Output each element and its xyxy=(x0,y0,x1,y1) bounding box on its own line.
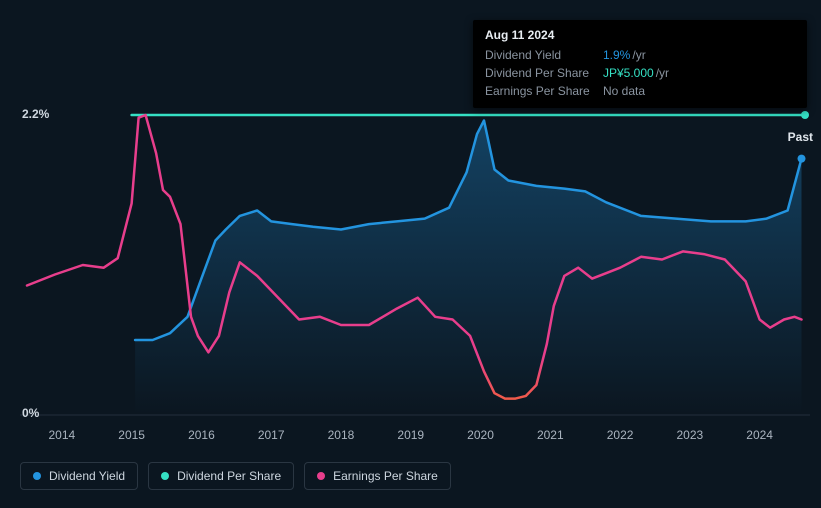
tooltip-row-value: 1.9% xyxy=(603,48,630,62)
x-axis-year-label: 2024 xyxy=(746,428,773,442)
x-axis-year-label: 2015 xyxy=(118,428,145,442)
y-axis-min-label: 0% xyxy=(22,406,39,420)
tooltip-row-label: Dividend Per Share xyxy=(485,66,603,80)
legend-dot-icon xyxy=(161,472,169,480)
x-axis-labels: 2014 2015 2016 2017 2018 2019 2020 2021 2022 2023… xyxy=(0,428,821,446)
x-axis-year-label: 2014 xyxy=(49,428,76,442)
tooltip-date: Aug 11 2024 xyxy=(485,28,795,42)
x-axis-year-label: 2022 xyxy=(607,428,634,442)
past-marker-label: Past xyxy=(788,130,813,144)
y-axis-max-label: 2.2% xyxy=(22,107,49,121)
legend-dot-icon xyxy=(33,472,41,480)
tooltip-row-suffix: /yr xyxy=(632,48,645,62)
legend-label: Dividend Yield xyxy=(49,469,125,483)
legend-label: Dividend Per Share xyxy=(177,469,281,483)
legend-dot-icon xyxy=(317,472,325,480)
legend-item-dividend-yield[interactable]: Dividend Yield xyxy=(20,462,138,490)
tooltip-row: Dividend Yield1.9% /yr xyxy=(485,46,795,64)
x-axis-year-label: 2017 xyxy=(258,428,285,442)
dividend-chart: 2.2% 0% Past 2014 2015 2016 2017 2018 2019 202… xyxy=(0,0,821,508)
x-axis-year-label: 2020 xyxy=(467,428,494,442)
x-axis-year-label: 2016 xyxy=(188,428,215,442)
legend-item-dividend-per-share[interactable]: Dividend Per Share xyxy=(148,462,294,490)
tooltip-row: Dividend Per ShareJP¥5.000 /yr xyxy=(485,64,795,82)
chart-legend: Dividend Yield Dividend Per Share Earnin… xyxy=(20,462,451,490)
chart-tooltip: Aug 11 2024 Dividend Yield1.9% /yrDivide… xyxy=(473,20,807,108)
legend-label: Earnings Per Share xyxy=(333,469,438,483)
x-axis-year-label: 2019 xyxy=(397,428,424,442)
legend-item-earnings-per-share[interactable]: Earnings Per Share xyxy=(304,462,451,490)
x-axis-year-label: 2023 xyxy=(677,428,704,442)
x-axis-year-label: 2021 xyxy=(537,428,564,442)
tooltip-row-label: Dividend Yield xyxy=(485,48,603,62)
tooltip-row-value: No data xyxy=(603,84,645,98)
tooltip-row-label: Earnings Per Share xyxy=(485,84,603,98)
tooltip-row: Earnings Per ShareNo data xyxy=(485,82,795,100)
x-axis-year-label: 2018 xyxy=(328,428,355,442)
tooltip-row-suffix: /yr xyxy=(656,66,669,80)
tooltip-row-value: JP¥5.000 xyxy=(603,66,654,80)
